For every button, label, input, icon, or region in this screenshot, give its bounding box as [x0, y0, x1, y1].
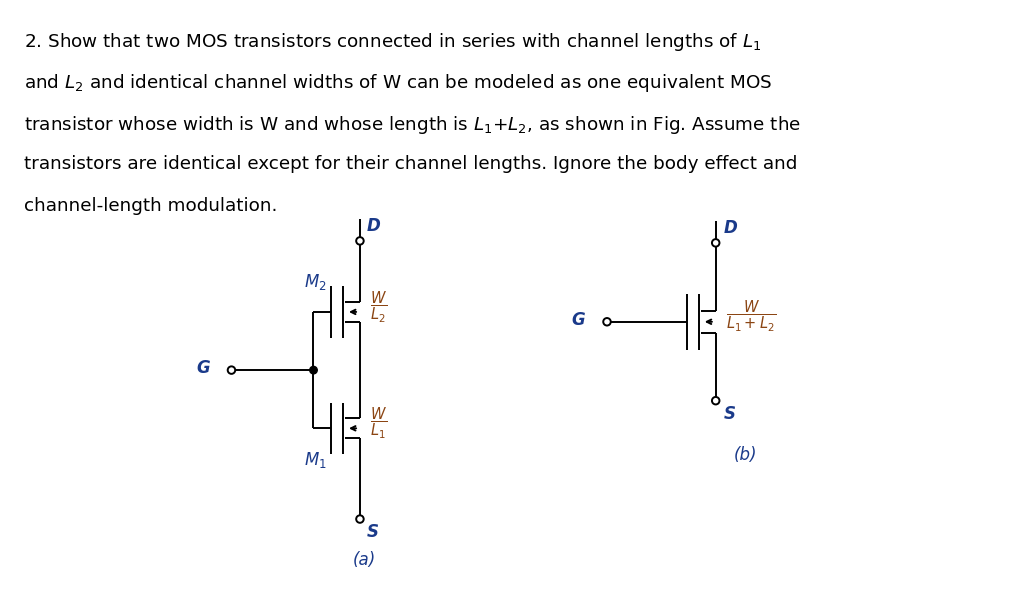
Circle shape [356, 237, 363, 245]
Text: channel-length modulation.: channel-length modulation. [24, 196, 277, 215]
Circle shape [228, 367, 235, 374]
Text: G: G [572, 311, 585, 329]
Text: $M_2$: $M_2$ [303, 272, 327, 293]
Text: $\dfrac{W}{L_2}$: $\dfrac{W}{L_2}$ [370, 289, 387, 324]
Text: and $L_2$ and identical channel widths of W can be modeled as one equivalent MOS: and $L_2$ and identical channel widths o… [24, 72, 773, 94]
Text: $\dfrac{W}{L_1+L_2}$: $\dfrac{W}{L_1+L_2}$ [726, 299, 776, 335]
Text: $\dfrac{W}{L_1}$: $\dfrac{W}{L_1}$ [370, 406, 387, 441]
Circle shape [712, 397, 720, 405]
Circle shape [712, 239, 720, 247]
Circle shape [356, 515, 363, 523]
Text: S: S [366, 523, 379, 541]
Text: 2. Show that two MOS transistors connected in series with channel lengths of $L_: 2. Show that two MOS transistors connect… [24, 31, 761, 53]
Text: D: D [366, 217, 381, 235]
Text: G: G [196, 359, 210, 377]
Text: $M_1$: $M_1$ [303, 450, 327, 470]
Text: transistor whose width is W and whose length is $L_1$+$L_2$, as shown in Fig. As: transistor whose width is W and whose le… [24, 114, 801, 136]
Circle shape [604, 318, 611, 326]
Text: D: D [724, 219, 737, 237]
Circle shape [309, 367, 318, 374]
Text: (b): (b) [734, 446, 757, 464]
Text: transistors are identical except for their channel lengths. Ignore the body effe: transistors are identical except for the… [24, 155, 797, 173]
Text: (a): (a) [352, 551, 376, 570]
Text: S: S [724, 405, 736, 422]
